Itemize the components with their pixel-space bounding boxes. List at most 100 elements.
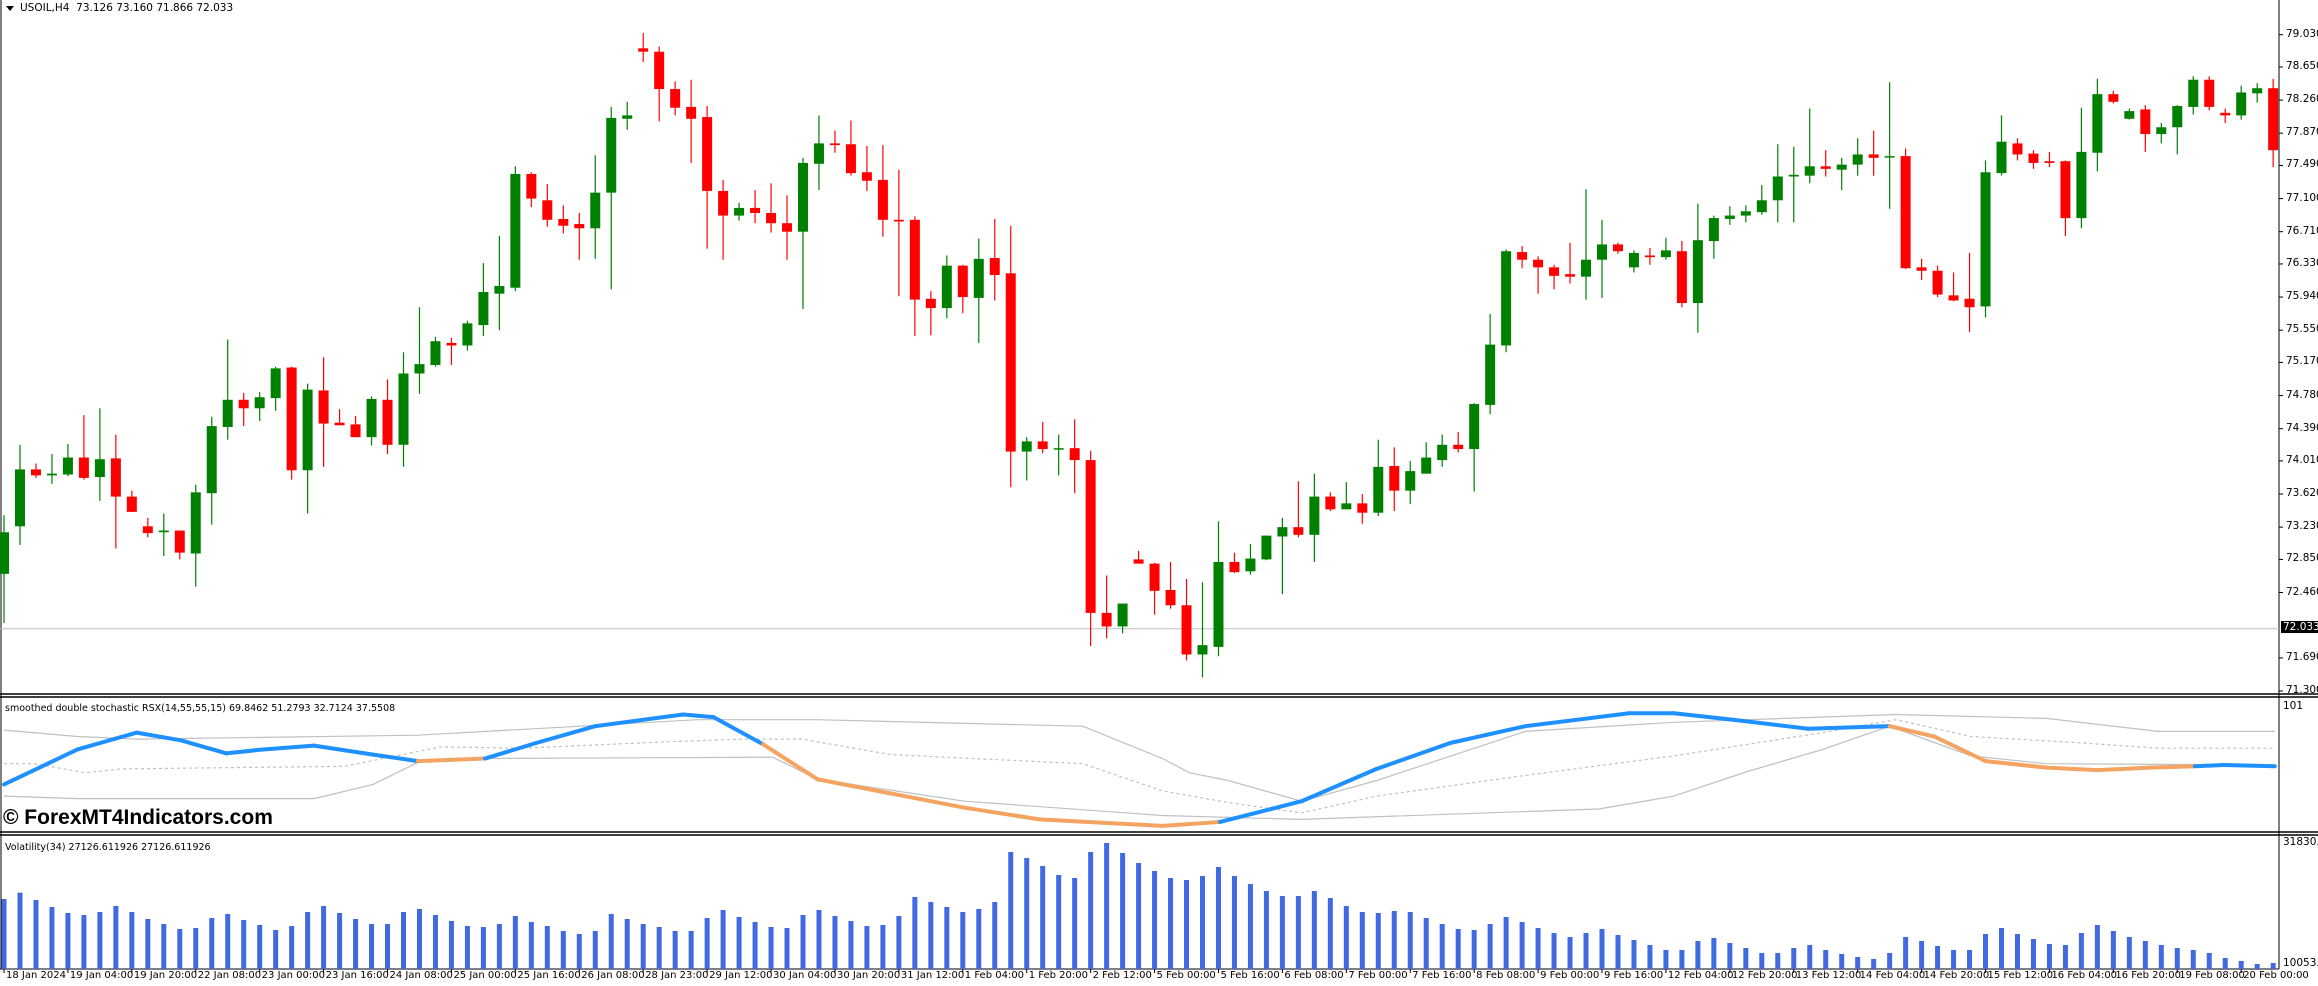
volatility-bar	[1743, 947, 1749, 969]
candle-body	[1373, 466, 1384, 513]
time-label: 1 Feb 04:00	[964, 970, 1025, 981]
volatility-bar	[544, 925, 550, 969]
volatility-bar	[1807, 944, 1813, 969]
price-label: 77.870	[2286, 126, 2318, 139]
candle	[1421, 442, 1432, 474]
candle-body	[813, 143, 824, 164]
volatility-bar	[1247, 883, 1253, 969]
candle	[1101, 575, 1112, 639]
volatility-bar	[81, 914, 87, 969]
volatility-bar	[1136, 862, 1142, 969]
volatility-bar	[1551, 932, 1557, 969]
rsx-line-segment	[711, 715, 766, 747]
candle-body	[654, 51, 665, 90]
candle-body	[1405, 471, 1416, 491]
volatility-bar	[976, 908, 982, 969]
candle	[909, 216, 920, 337]
volatility-bar	[2190, 949, 2196, 969]
time-label: 14 Feb 20:00	[1923, 970, 1990, 981]
candle	[1469, 403, 1480, 492]
rsx-line-segment	[260, 743, 317, 752]
dropdown-triangle-icon[interactable]	[6, 5, 14, 11]
candle	[2092, 78, 2103, 172]
time-label: 19 Jan 20:00	[133, 970, 198, 981]
candle	[1692, 203, 1703, 333]
volatility-bar	[1919, 940, 1925, 969]
volatility-bar	[432, 914, 438, 969]
candle-body	[1772, 176, 1783, 201]
volatility-bar	[1200, 875, 1205, 969]
candle	[1852, 138, 1863, 176]
candle	[1644, 247, 1655, 265]
candle-body	[1277, 527, 1288, 537]
candle-body	[1565, 274, 1576, 277]
candle	[1549, 264, 1560, 290]
rsx-line-segment	[1983, 759, 2049, 770]
volatility-bar	[2110, 930, 2116, 969]
candle	[2140, 105, 2151, 152]
candle-body	[1165, 589, 1176, 606]
candle	[1772, 144, 1783, 223]
rsx-axis-max: 101	[2283, 700, 2304, 712]
candle	[1117, 603, 1128, 634]
candle-body	[1053, 448, 1064, 450]
candle	[989, 218, 1000, 301]
time-label: 24 Jan 08:00	[389, 970, 453, 981]
candle	[766, 183, 777, 233]
volatility-bar	[992, 901, 998, 969]
volatility-bar	[113, 905, 119, 969]
candle	[430, 336, 441, 367]
volatility-bar	[257, 924, 263, 969]
candle	[478, 263, 489, 337]
candle-body	[174, 530, 185, 553]
candle-body	[2060, 161, 2071, 219]
rsx-line-segment	[179, 738, 229, 756]
candle	[2044, 151, 2055, 168]
volatility-bar	[688, 930, 694, 969]
time-label: 15 Feb 12:00	[1987, 970, 2054, 981]
rsx-line-segment	[2044, 765, 2100, 773]
volatility-bar	[1887, 952, 1893, 969]
volatility-bar	[1024, 857, 1030, 969]
price-label: 76.330	[2286, 256, 2318, 269]
candle-body	[606, 117, 617, 193]
time-label: 1 Feb 20:00	[1028, 970, 1088, 981]
time-label: 22 Jan 08:00	[197, 970, 262, 981]
candle-body	[334, 422, 345, 426]
candle-body	[206, 426, 217, 494]
volatility-bar	[145, 918, 151, 969]
rsx-line-segment	[1731, 717, 1811, 731]
volatility-bar	[2158, 944, 2164, 969]
candle-body	[2236, 92, 2247, 116]
volatility-bar	[1168, 877, 1174, 969]
candle	[654, 46, 665, 122]
candle	[526, 172, 537, 208]
candle	[2012, 138, 2023, 161]
candle	[46, 454, 57, 484]
time-label: 9 Feb 16:00	[1604, 970, 1664, 981]
axis-ticks	[3, 34, 2283, 973]
candle-body	[2124, 111, 2135, 119]
volatility-bar	[1359, 911, 1365, 969]
current-price-tag: 72.033	[2281, 621, 2318, 633]
volatility-bar	[385, 923, 391, 969]
watermark: © ForexMT4Indicators.com	[3, 806, 273, 829]
volatility-axis-max: 31830.27	[2283, 836, 2318, 848]
volatility-bar	[1104, 842, 1110, 969]
time-label: 16 Feb 04:00	[2051, 970, 2118, 981]
price-label: 78.650	[2286, 59, 2318, 72]
rsx-line-segment	[1299, 766, 1379, 804]
volatility-bar	[1951, 949, 1957, 969]
candle-body	[1660, 250, 1671, 258]
candle-body	[590, 192, 601, 229]
candle-body	[893, 219, 904, 222]
price-label: 71.300	[2286, 684, 2318, 696]
candle	[1005, 225, 1016, 488]
volatility-bar	[305, 911, 311, 969]
candle-body	[1996, 141, 2007, 174]
candle-body	[1597, 244, 1607, 260]
price-label: 77.100	[2286, 191, 2318, 204]
volatility-bar	[496, 923, 502, 969]
candle	[670, 81, 681, 116]
